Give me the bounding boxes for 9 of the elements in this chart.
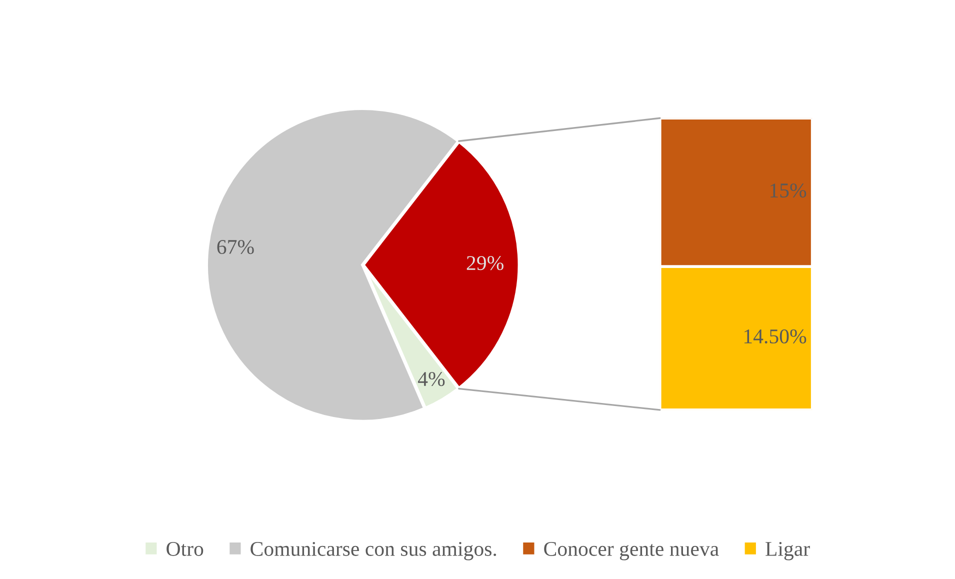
legend-label: Otro — [166, 542, 204, 556]
legend-label: Conocer gente nueva — [544, 542, 719, 560]
legend-label: Comunicarse con sus amigos. — [250, 542, 496, 560]
data-label: 29% — [466, 256, 504, 270]
legend-label: Ligar — [766, 542, 810, 560]
data-label: 67% — [217, 240, 254, 254]
data-label: 15% — [770, 183, 806, 198]
data-label: 14.50% — [744, 329, 806, 344]
data-label: 4% — [418, 372, 445, 386]
